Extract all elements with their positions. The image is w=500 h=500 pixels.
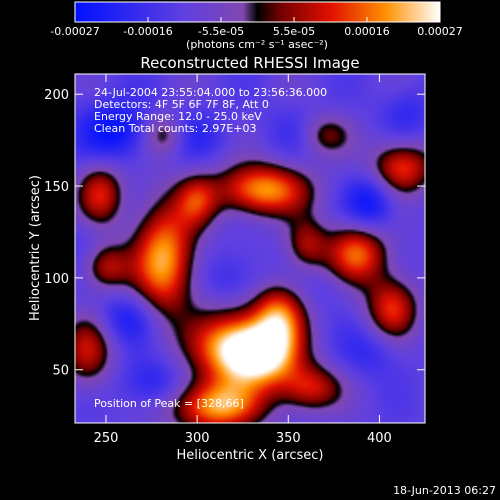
colorbar: -0.00027 -0.00016 -5.5e-05 5.5e-05 0.00016 0.… [50, 1, 463, 51]
y-tick-label: 150 [44, 180, 69, 195]
x-tick-label: 300 [185, 431, 210, 446]
heatmap-image [75, 74, 425, 423]
x-axis: 250 300 350 400 [94, 74, 392, 446]
colorbar-tick-label: -0.00027 [50, 25, 99, 38]
y-tick-label: 100 [44, 272, 69, 287]
colorbar-ticks: -0.00027 -0.00016 -5.5e-05 5.5e-05 0.00016 0.… [50, 17, 463, 38]
annotation-line: Detectors: 4F 5F 6F 7F 8F, Att 0 [94, 98, 269, 111]
x-tick-label: 250 [94, 431, 119, 446]
x-tick-label: 350 [276, 431, 301, 446]
y-axis-label: Heliocentric Y (arcsec) [28, 175, 43, 321]
plot-frame [74, 73, 426, 424]
chart-title: Reconstructed RHESSI Image [140, 54, 359, 72]
footer-timestamp: 18-Jun-2013 06:27 [393, 484, 496, 497]
x-tick-label: 400 [367, 431, 392, 446]
plot-area [74, 73, 426, 424]
peak-position-label: Position of Peak = [328,66] [94, 397, 244, 410]
colorbar-tick-label: 0.00027 [417, 25, 463, 38]
annotation-line: Clean Total counts: 2.97E+03 [94, 122, 257, 135]
colorbar-gradient [74, 1, 441, 23]
annotation-line: Energy Range: 12.0 - 25.0 keV [94, 110, 262, 123]
y-axis: 50 100 150 200 [44, 88, 425, 379]
colorbar-tick-label: 0.00016 [344, 25, 390, 38]
colorbar-tick-label: -5.5e-05 [198, 25, 244, 38]
colorbar-unit-label: (photons cm⁻² s⁻¹ asec⁻²) [186, 38, 328, 51]
colorbar-tick-label: 5.5e-05 [273, 25, 315, 38]
y-tick-label: 50 [52, 364, 69, 379]
y-tick-label: 200 [44, 88, 69, 103]
annotations: 24-Jul-2004 23:55:04.000 to 23:56:36.000… [94, 86, 327, 135]
annotation-line: 24-Jul-2004 23:55:04.000 to 23:56:36.000 [94, 86, 327, 99]
colorbar-tick-label: -0.00016 [123, 25, 172, 38]
x-axis-label: Heliocentric X (arcsec) [177, 448, 324, 463]
